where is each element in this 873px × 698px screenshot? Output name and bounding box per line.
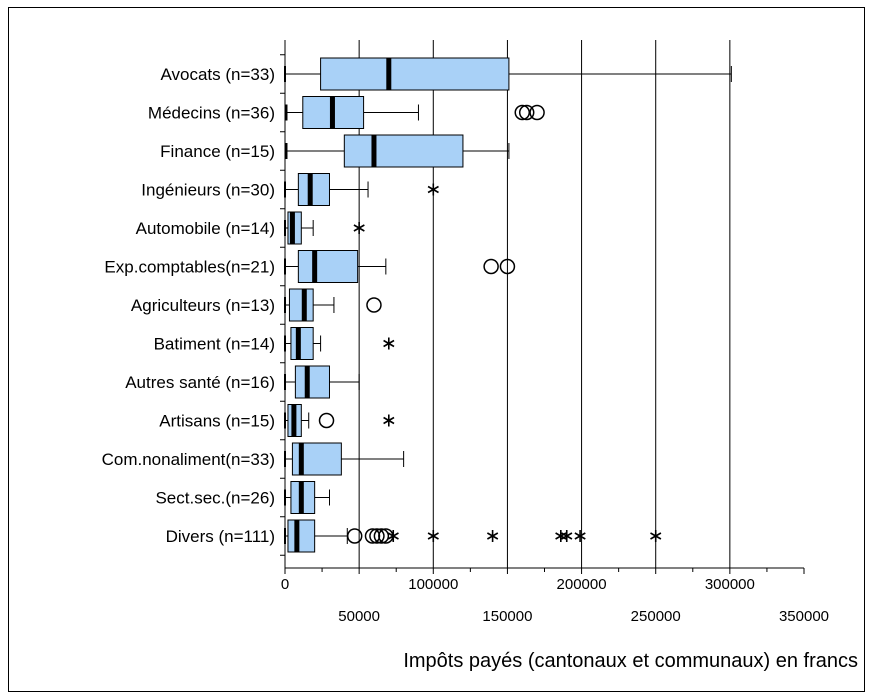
extreme-marker xyxy=(427,183,439,196)
x-axis-label: Impôts payés (cantonaux et communaux) en… xyxy=(403,650,858,672)
extreme-marker-stroke xyxy=(650,532,662,540)
category-label: Finance (n=15) xyxy=(160,142,275,161)
extreme-marker-stroke xyxy=(383,339,395,348)
extreme-marker-stroke xyxy=(427,532,439,540)
box xyxy=(297,250,359,283)
category-group: Com.nonaliment(n=33) xyxy=(102,442,405,476)
category-group: Agriculteurs (n=13) xyxy=(131,288,382,322)
extreme-marker-stroke xyxy=(561,532,573,540)
category-group: Ingénieurs (n=30) xyxy=(141,173,439,206)
category-label: Artisans (n=15) xyxy=(159,412,275,431)
category-label: Médecins (n=36) xyxy=(148,104,275,123)
extreme-marker-stroke xyxy=(353,224,365,232)
outlier-marker xyxy=(529,104,545,121)
outlier-marker xyxy=(483,258,499,275)
category-group: Avocats (n=33) xyxy=(160,57,732,91)
x-tick-label: 0 xyxy=(281,576,289,593)
extreme-marker xyxy=(387,530,399,542)
category-label: Batiment (n=14) xyxy=(154,335,275,354)
category-group: Médecins (n=36) xyxy=(148,96,545,129)
extreme-marker-stroke xyxy=(427,185,439,194)
box xyxy=(294,365,330,399)
outlier-marker xyxy=(318,412,335,429)
category-label: Com.nonaliment(n=33) xyxy=(102,450,275,469)
category-label: Divers (n=111) xyxy=(166,527,275,546)
x-tick-label: 250000 xyxy=(631,608,681,625)
category-label: Ingénieurs (n=30) xyxy=(141,181,275,200)
extreme-marker-stroke xyxy=(486,532,499,540)
extreme-marker xyxy=(427,530,439,542)
x-tick-label: 50000 xyxy=(338,608,380,625)
x-tick-label: 100000 xyxy=(408,576,458,593)
category-group: Divers (n=111) xyxy=(166,519,662,553)
category-group: Batiment (n=14) xyxy=(154,327,395,360)
extreme-marker-stroke xyxy=(383,416,395,425)
x-tick-label: 350000 xyxy=(779,608,829,625)
category-label: Agriculteurs (n=13) xyxy=(131,296,275,315)
box xyxy=(290,327,314,360)
x-tick-label: 150000 xyxy=(482,608,532,625)
extreme-marker xyxy=(561,530,573,542)
box xyxy=(297,173,330,206)
extreme-marker xyxy=(383,414,395,427)
extreme-marker-stroke xyxy=(574,532,586,540)
x-tick-label: 200000 xyxy=(557,576,607,593)
outlier-marker xyxy=(346,528,363,544)
extreme-marker xyxy=(650,530,662,542)
category-group: Artisans (n=15) xyxy=(159,404,395,437)
category-group: Sect.sec.(n=26) xyxy=(155,481,330,514)
category-group: Finance (n=15) xyxy=(160,134,510,168)
category-label: Avocats (n=33) xyxy=(160,65,275,84)
outlier-marker xyxy=(373,528,390,544)
plot-area xyxy=(285,40,804,568)
extreme-marker-stroke xyxy=(387,532,399,540)
extreme-marker xyxy=(353,222,365,234)
outlier-marker xyxy=(369,528,385,544)
outlier-marker xyxy=(514,104,531,121)
outlier-marker xyxy=(366,297,382,313)
category-group: Autres santé (n=16) xyxy=(125,365,360,399)
x-tick-label: 300000 xyxy=(705,576,755,593)
box xyxy=(343,134,464,168)
category-group: Exp.comptables(n=21) xyxy=(104,250,516,283)
outlier-marker xyxy=(518,104,535,121)
box xyxy=(288,288,314,322)
extreme-marker xyxy=(383,337,395,350)
box xyxy=(287,519,316,553)
category-label: Exp.comptables(n=21) xyxy=(104,258,275,277)
extreme-marker xyxy=(486,530,499,542)
box xyxy=(320,57,510,91)
outlier-marker xyxy=(499,258,516,275)
extreme-marker xyxy=(574,530,586,542)
category-label: Automobile (n=14) xyxy=(136,219,275,238)
category-group: Automobile (n=14) xyxy=(136,211,365,245)
category-label: Autres santé (n=16) xyxy=(125,373,275,392)
category-label: Sect.sec.(n=26) xyxy=(155,489,275,508)
